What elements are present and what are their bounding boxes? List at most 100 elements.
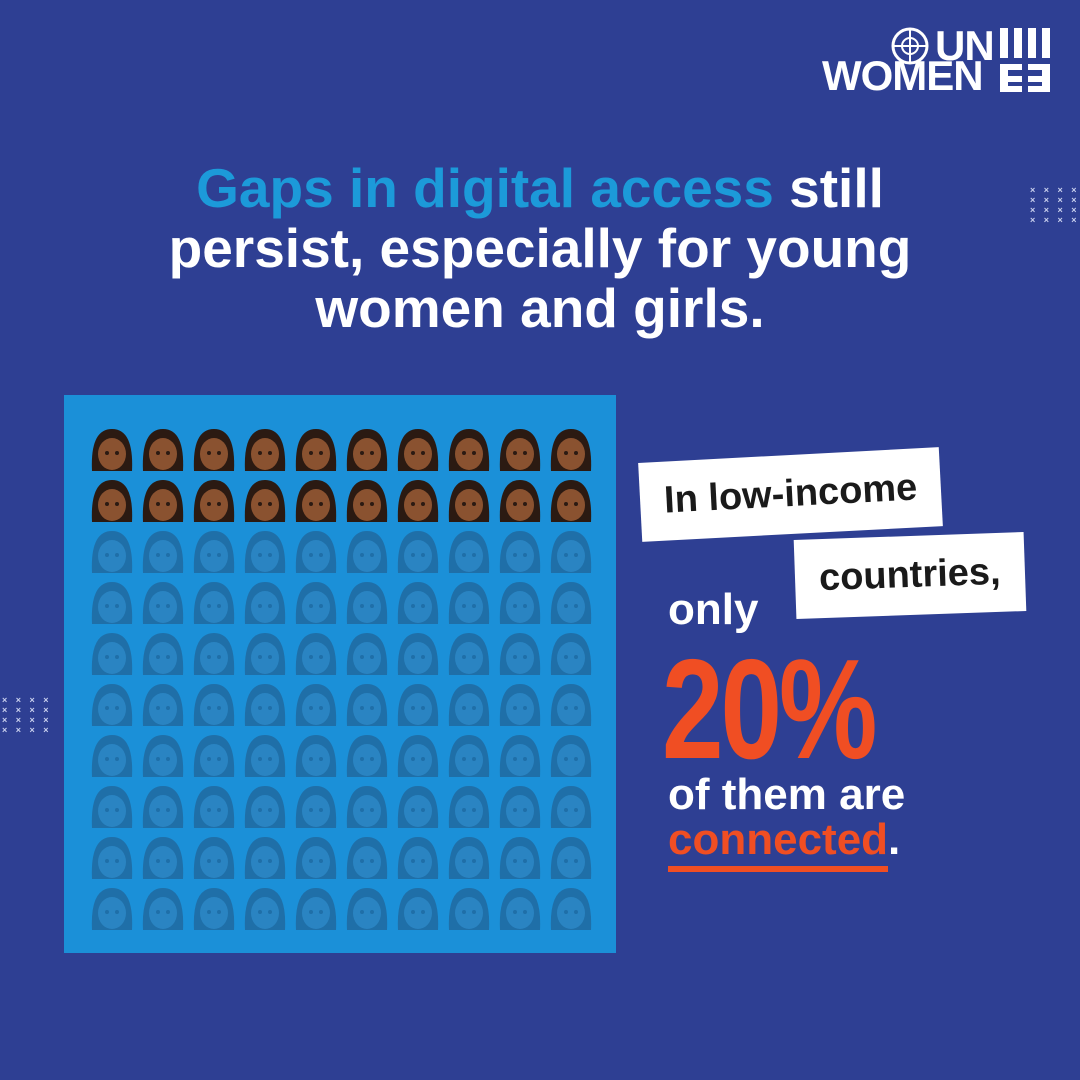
face	[404, 744, 432, 776]
eye	[309, 502, 313, 506]
emphasis: connected	[668, 815, 889, 872]
icon-unconnected	[295, 735, 337, 777]
icon-unconnected	[244, 786, 286, 828]
eye	[513, 757, 517, 761]
eye	[370, 451, 374, 455]
waffle-panel	[64, 395, 616, 953]
eye	[115, 757, 119, 761]
eye	[319, 451, 323, 455]
face	[251, 897, 279, 929]
icon-connected	[193, 480, 235, 522]
eye	[421, 502, 425, 506]
face	[149, 897, 177, 929]
eye	[156, 655, 160, 659]
eye	[115, 604, 119, 608]
eye	[217, 859, 221, 863]
icon-unconnected	[448, 531, 490, 573]
face	[98, 591, 126, 623]
icon-unconnected	[142, 837, 184, 879]
eye	[217, 808, 221, 812]
eye	[360, 757, 364, 761]
icon-unconnected	[91, 633, 133, 675]
face	[353, 795, 381, 827]
eye	[411, 808, 415, 812]
eye	[309, 655, 313, 659]
icon-unconnected	[244, 582, 286, 624]
eye	[105, 502, 109, 506]
eye	[370, 910, 374, 914]
icon-unconnected	[244, 684, 286, 726]
eye	[472, 859, 476, 863]
eye	[523, 553, 527, 557]
icon-unconnected	[550, 786, 592, 828]
eye	[564, 502, 568, 506]
eye	[258, 808, 262, 812]
face	[557, 846, 585, 878]
icon-unconnected	[346, 735, 388, 777]
eye	[166, 451, 170, 455]
face	[404, 540, 432, 572]
eye	[564, 604, 568, 608]
face	[455, 693, 483, 725]
face	[506, 642, 534, 674]
icon-connected	[448, 429, 490, 471]
face	[506, 744, 534, 776]
eye	[462, 910, 466, 914]
eye	[319, 859, 323, 863]
callout-text: of them are	[668, 770, 906, 819]
face	[149, 438, 177, 470]
icon-unconnected	[448, 786, 490, 828]
face	[149, 540, 177, 572]
icon-unconnected	[142, 633, 184, 675]
icon-unconnected	[91, 735, 133, 777]
icon-unconnected	[499, 633, 541, 675]
face	[200, 744, 228, 776]
face	[557, 642, 585, 674]
face	[302, 489, 330, 521]
eye	[360, 502, 364, 506]
eye	[370, 808, 374, 812]
face	[98, 795, 126, 827]
eye	[268, 451, 272, 455]
eye	[258, 859, 262, 863]
icon-connected	[295, 429, 337, 471]
eye	[166, 502, 170, 506]
face	[455, 438, 483, 470]
icon-unconnected	[295, 786, 337, 828]
eye	[217, 553, 221, 557]
eye	[472, 604, 476, 608]
eye	[319, 757, 323, 761]
face	[404, 693, 432, 725]
eye	[319, 655, 323, 659]
eye	[217, 502, 221, 506]
icon-connected	[448, 480, 490, 522]
face	[251, 846, 279, 878]
eye	[411, 451, 415, 455]
eye	[105, 451, 109, 455]
eye	[462, 757, 466, 761]
face	[200, 846, 228, 878]
logo-women: WOMEN	[822, 52, 984, 99]
eye	[411, 859, 415, 863]
eye	[258, 655, 262, 659]
eye	[472, 502, 476, 506]
eye	[115, 706, 119, 710]
icon-connected	[91, 429, 133, 471]
face	[353, 438, 381, 470]
eye	[411, 910, 415, 914]
icon-connected	[397, 429, 439, 471]
eye	[156, 859, 160, 863]
face	[98, 897, 126, 929]
eye	[564, 706, 568, 710]
face	[506, 540, 534, 572]
eye	[268, 859, 272, 863]
face	[557, 693, 585, 725]
eye	[207, 655, 211, 659]
icon-unconnected	[346, 684, 388, 726]
face	[455, 795, 483, 827]
eye	[523, 910, 527, 914]
icon-unconnected	[91, 837, 133, 879]
icon-unconnected	[550, 531, 592, 573]
eye	[268, 655, 272, 659]
